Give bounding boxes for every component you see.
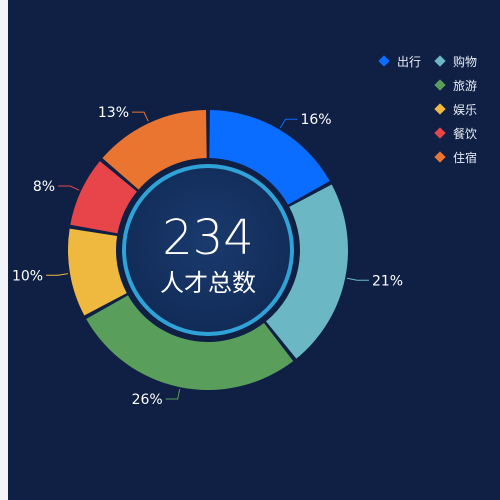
data-label-娱乐: 10%: [12, 268, 43, 284]
slice-餐饮[interactable]: [70, 161, 137, 234]
legend-label: 餐饮: [453, 126, 478, 141]
slice-住宿[interactable]: [102, 110, 207, 190]
label-line-出行: [279, 118, 298, 129]
legend: 出行 购物旅游娱乐餐饮住宿: [378, 51, 490, 167]
label-line-住宿: [132, 111, 149, 122]
legend-label: 住宿: [453, 150, 478, 165]
slice-购物[interactable]: [266, 184, 348, 359]
data-label-住宿: 13%: [98, 105, 129, 121]
data-label-出行: 16%: [300, 112, 331, 128]
legend-diamond-icon: [434, 79, 446, 91]
center-disc: [122, 164, 294, 336]
legend-item-餐饮[interactable]: 餐饮: [434, 123, 490, 143]
legend-label: 娱乐: [453, 102, 478, 117]
center-total-label: 人才总数: [160, 269, 256, 297]
label-line-娱乐: [46, 273, 69, 276]
slice-娱乐[interactable]: [68, 228, 127, 316]
legend-diamond-icon: [434, 151, 446, 163]
slice-出行[interactable]: [209, 110, 330, 205]
data-label-旅游: 26%: [132, 392, 163, 408]
legend-label: 购物: [453, 54, 478, 69]
center-summary: 234 人才总数: [128, 210, 288, 298]
slice-group: [68, 110, 348, 391]
legend-diamond-icon: [434, 127, 446, 139]
data-label-group: 16% 21% 26% 10% 8% 13%: [12, 105, 403, 408]
legend-diamond-icon: [434, 55, 446, 67]
data-label-餐饮: 8%: [33, 179, 55, 195]
legend-item-出行[interactable]: 出行: [378, 51, 434, 71]
legend-diamond-icon: [378, 55, 390, 67]
legend-label: 出行: [397, 54, 422, 69]
slice-旅游[interactable]: [86, 295, 294, 391]
center-total-value: 234: [162, 210, 254, 266]
donut-chart: 16% 21% 26% 10% 8% 13%: [12, 105, 403, 408]
legend-label: 旅游: [453, 78, 478, 93]
chart-panel: 16% 21% 26% 10% 8% 13% 234 人才总数 出行 购物旅游娱乐餐饮住宿: [8, 0, 500, 500]
legend-item-旅游[interactable]: 旅游: [434, 75, 490, 95]
label-line-group: [46, 111, 369, 400]
legend-item-娱乐[interactable]: 娱乐: [434, 99, 490, 119]
label-line-旅游: [165, 389, 181, 400]
label-line-购物: [347, 277, 369, 281]
legend-diamond-icon: [434, 103, 446, 115]
label-line-餐饮: [58, 185, 80, 191]
legend-item-购物[interactable]: 购物: [434, 51, 490, 71]
legend-item-住宿[interactable]: 住宿: [434, 147, 490, 167]
data-label-购物: 21%: [372, 273, 403, 289]
